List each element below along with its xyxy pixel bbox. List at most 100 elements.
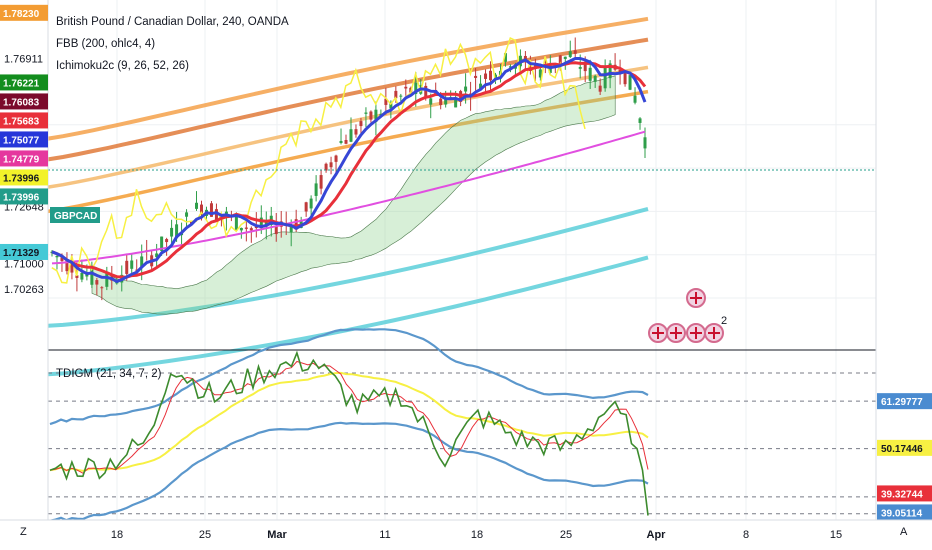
symbol-tag: GBPCAD [50, 207, 100, 223]
candle-body [394, 90, 398, 99]
price-badge-label: 1.75683 [3, 116, 40, 127]
time-tick-label: 15 [830, 529, 842, 541]
indicator-value-badges: 61.29777 50.17446 39.32744 39.05114 [877, 393, 932, 521]
candle-body [95, 280, 99, 285]
price-badge [0, 112, 48, 129]
price-badge [0, 188, 48, 205]
chart-title: British Pound / Canadian Dollar, 240, OA… [56, 16, 289, 28]
market-baseline-line [49, 371, 649, 472]
candle-body [494, 74, 498, 80]
time-tick-label: 8 [743, 529, 749, 541]
candle-body [329, 162, 333, 168]
candle-body [404, 86, 408, 89]
indicator-value-label: 39.05114 [881, 508, 923, 519]
candle-body [479, 83, 483, 90]
fibonacci-band-line [47, 65, 649, 189]
candle-body [155, 253, 159, 258]
candle-body [558, 55, 562, 64]
rsi-price-line [49, 350, 649, 516]
candle-body [130, 260, 134, 269]
candle-body [578, 67, 582, 69]
candle-body [274, 226, 278, 235]
candle-body [140, 256, 144, 267]
indicator-title[interactable]: TDIGM (21, 34, 7, 2) [56, 368, 162, 380]
candle-body [369, 111, 373, 120]
kijun-sen-line [51, 61, 647, 279]
candle-body [508, 66, 512, 68]
indicator-pane[interactable] [48, 328, 876, 522]
candle-body [334, 155, 338, 162]
markers-count-label: 2 [721, 315, 727, 327]
candle-body [424, 85, 428, 98]
candle-body [259, 217, 263, 229]
candle-body [239, 227, 243, 231]
candle-body [364, 112, 368, 114]
candle-body [623, 70, 627, 85]
fibonacci-band-line [47, 89, 649, 214]
candle-body [414, 82, 418, 94]
study-legend-fbb[interactable]: FBB (200, ohlc4, 4) [56, 38, 155, 50]
price-badge [0, 150, 48, 167]
candle-body [314, 183, 318, 196]
candle-body [439, 98, 443, 106]
indicator-value-label: 50.17446 [881, 444, 923, 455]
tenkan-sen-line [51, 57, 647, 284]
fibonacci-band-line [47, 206, 649, 328]
price-badge-label: 1.75077 [3, 135, 40, 146]
candle-body [90, 267, 94, 285]
candle-body [195, 202, 199, 209]
scale-corner-left[interactable]: Z [20, 526, 27, 538]
price-badge-label: 1.76221 [3, 78, 40, 89]
candle-body [244, 227, 248, 229]
price-tick-label: 1.71000 [4, 258, 44, 270]
candle-body [349, 129, 353, 142]
time-axis[interactable]: 18 25 Mar 11 18 25 Apr 8 15 [111, 529, 842, 541]
candle-body [389, 102, 393, 109]
candle-body [304, 202, 308, 212]
candle-body [484, 73, 488, 79]
price-badges: 1.78230 1.76911 1.76221 1.76083 1.75683 1.750… [0, 4, 48, 260]
study-legend-ichimoku[interactable]: Ichimoku2c (9, 26, 52, 26) [56, 60, 189, 72]
indicator-value-badge [877, 485, 932, 502]
candle-body [85, 273, 89, 277]
scale-corner-right[interactable]: A [900, 526, 908, 538]
candle-body [503, 53, 507, 62]
candle-body [563, 56, 567, 59]
candle-body [199, 204, 203, 214]
candle-body [125, 260, 129, 274]
time-axis-background [0, 520, 932, 550]
candle-body [209, 203, 213, 217]
candle-body [175, 224, 179, 239]
price-badge [0, 74, 48, 91]
candle-body [598, 85, 602, 92]
ichimoku-cloud [91, 75, 616, 315]
indicator-value-badge [877, 504, 932, 521]
price-badge [0, 131, 48, 148]
candle-body [643, 137, 647, 149]
candle-body [568, 51, 572, 57]
price-pane[interactable]: 2 [47, 16, 876, 377]
volatility-band-lower [49, 421, 649, 522]
candle-body [160, 236, 164, 251]
volatility-band-upper [49, 328, 649, 426]
candle-body [573, 50, 577, 54]
price-badge [0, 243, 48, 260]
price-badge-label: 1.78230 [3, 9, 40, 20]
candle-body [608, 63, 612, 79]
candle-body [489, 70, 493, 81]
fibonacci-band-line [47, 37, 649, 162]
candle-body [170, 227, 174, 237]
candle-body [60, 257, 64, 262]
candle-body [638, 118, 642, 123]
indicator-value-label: 61.29777 [881, 397, 923, 408]
indicator-value-badge [877, 439, 932, 456]
event-markers[interactable] [648, 288, 724, 343]
candle-body [344, 140, 348, 144]
indicator-levels [48, 372, 876, 515]
candle-body [319, 175, 323, 189]
price-tick-label: 1.76911 [4, 54, 43, 66]
price-badge-label: 1.71329 [3, 248, 40, 259]
candle-body [399, 95, 403, 97]
candle-body [70, 261, 74, 273]
